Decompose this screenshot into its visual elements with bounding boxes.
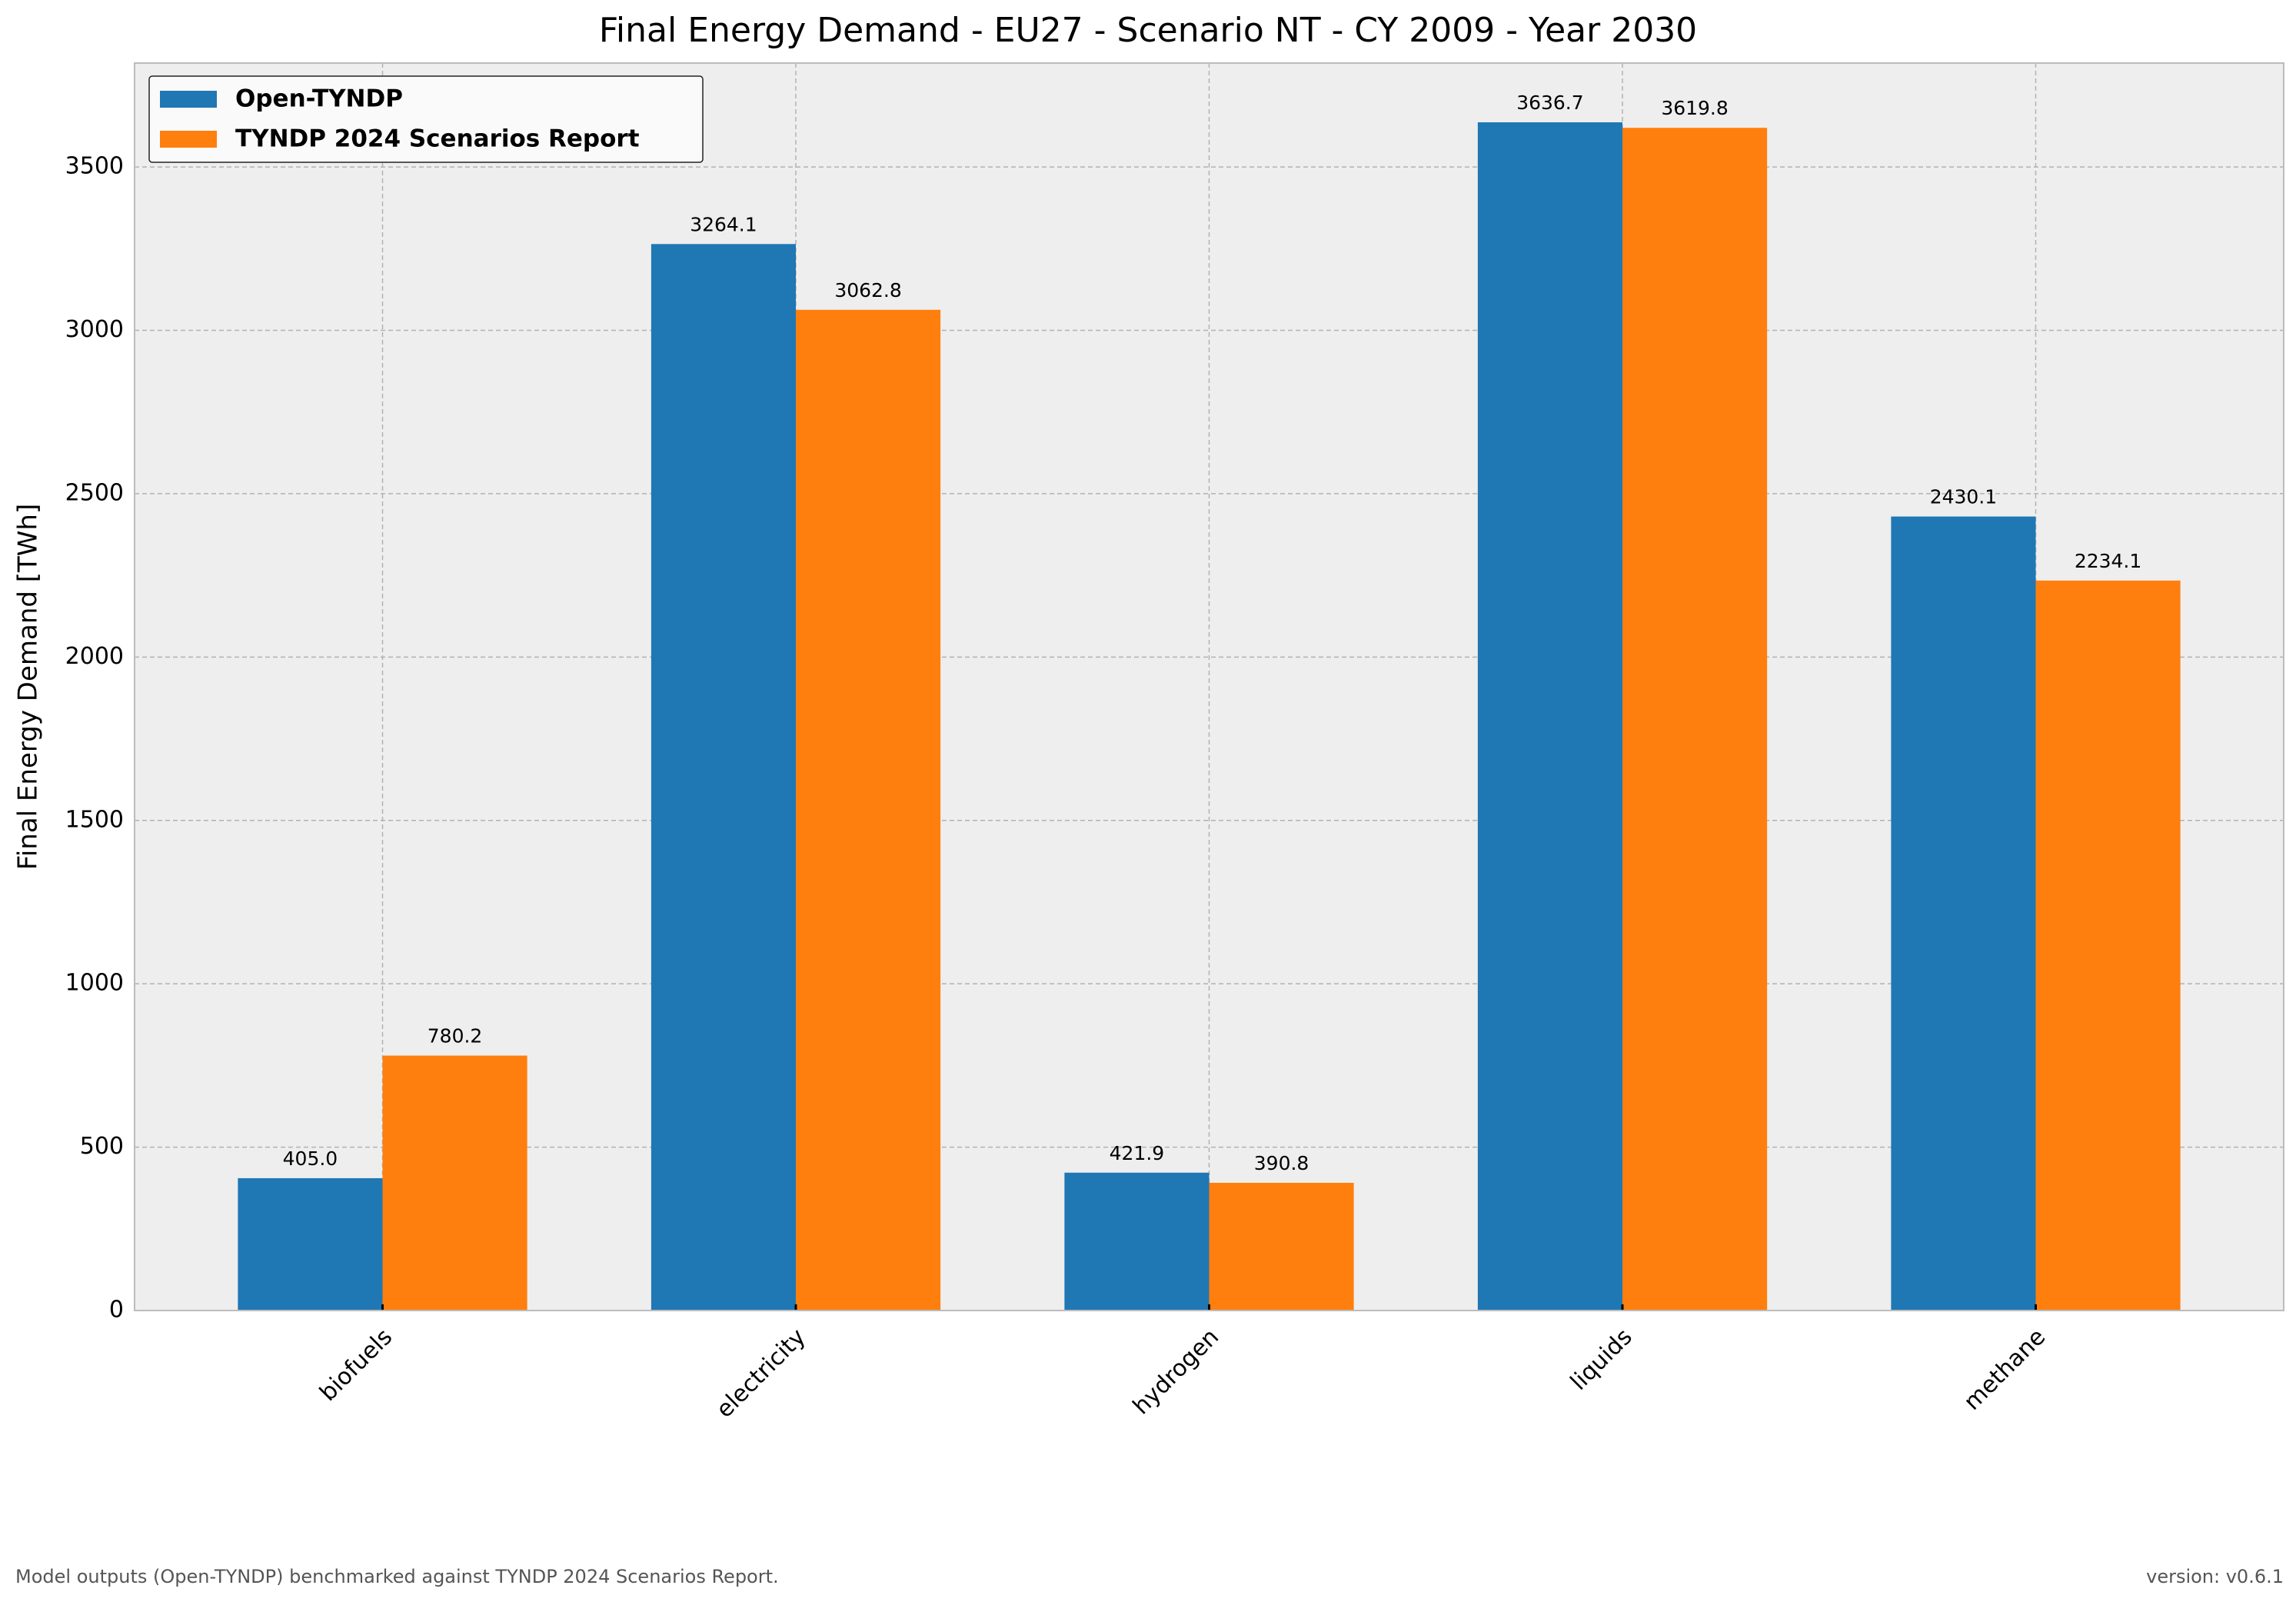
x-tick-label: methane xyxy=(1958,1324,2051,1416)
bar xyxy=(382,1055,527,1311)
bar xyxy=(651,244,796,1311)
y-tick-label: 500 xyxy=(80,1133,124,1160)
bar xyxy=(1477,122,1622,1311)
value-label: 3264.1 xyxy=(690,213,757,235)
bar xyxy=(1064,1172,1210,1311)
value-label: 3062.8 xyxy=(834,279,901,301)
legend-swatch xyxy=(160,131,217,148)
value-label: 421.9 xyxy=(1110,1142,1165,1164)
y-tick-label: 2500 xyxy=(65,479,124,506)
bar xyxy=(238,1177,383,1311)
legend-box xyxy=(148,75,704,163)
x-tick-label: liquids xyxy=(1566,1324,1638,1396)
value-label: 390.8 xyxy=(1254,1152,1309,1174)
y-tick-label: 1500 xyxy=(65,806,124,833)
value-label: 780.2 xyxy=(428,1025,483,1047)
y-tick-label: 3000 xyxy=(65,316,124,343)
y-tick-label: 1000 xyxy=(65,970,124,997)
bar xyxy=(1622,128,1768,1311)
x-tick-label: electricity xyxy=(711,1324,811,1424)
value-label: 2430.1 xyxy=(1930,486,1997,508)
legend-label: Open-TYNDP xyxy=(235,85,403,113)
x-tick-label: biofuels xyxy=(314,1324,398,1407)
value-label: 2234.1 xyxy=(2075,550,2141,572)
bar xyxy=(1891,516,2036,1311)
chart-title: Final Energy Demand - EU27 - Scenario NT… xyxy=(599,11,1697,50)
bar xyxy=(796,309,941,1311)
version: version: v0.6.1 xyxy=(2146,1566,2284,1587)
y-tick-label: 2000 xyxy=(65,643,124,670)
value-label: 3619.8 xyxy=(1661,97,1728,119)
x-tick-label: hydrogen xyxy=(1128,1324,1224,1420)
bar xyxy=(2035,580,2181,1311)
value-label: 405.0 xyxy=(283,1147,338,1170)
footnote: Model outputs (Open-TYNDP) benchmarked a… xyxy=(15,1566,779,1587)
legend-swatch xyxy=(160,91,217,108)
y-tick-label: 0 xyxy=(109,1297,124,1324)
plot-frame xyxy=(134,62,2284,1311)
value-label: 3636.7 xyxy=(1516,92,1583,114)
y-axis-label: Final Energy Demand [TWh] xyxy=(13,504,44,870)
legend-label: TYNDP 2024 Scenarios Report xyxy=(235,125,640,153)
bar xyxy=(1209,1182,1354,1311)
y-tick-label: 3500 xyxy=(65,153,124,180)
